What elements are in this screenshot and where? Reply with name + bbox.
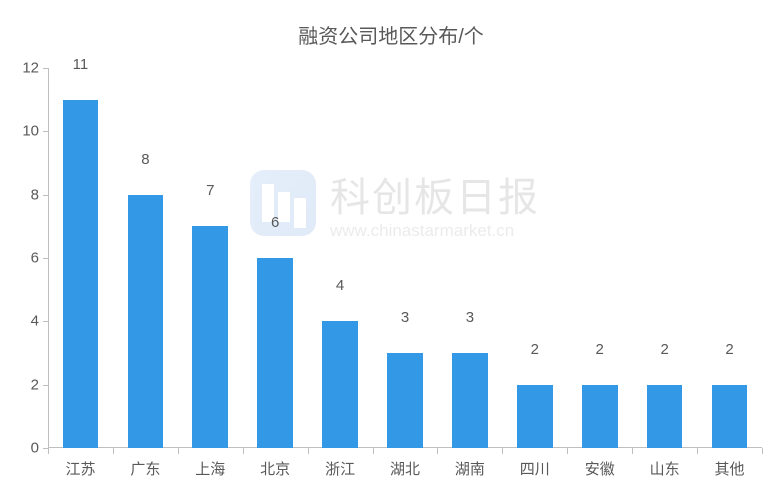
y-axis-label: 10 (22, 123, 49, 140)
y-axis-label: 4 (31, 313, 49, 330)
category-label: 山东 (650, 448, 680, 479)
x-tick (308, 448, 309, 454)
category-label: 湖南 (455, 448, 485, 479)
chart-title: 融资公司地区分布/个 (0, 20, 782, 49)
x-tick (632, 448, 633, 454)
x-tick (437, 448, 438, 454)
y-axis-label: 0 (31, 440, 49, 457)
value-label: 4 (336, 277, 344, 294)
bar (517, 385, 553, 448)
bar (712, 385, 748, 448)
value-label: 11 (73, 56, 89, 73)
category-label: 江苏 (65, 448, 95, 479)
x-tick (502, 448, 503, 454)
bar (452, 353, 488, 448)
value-label: 2 (596, 341, 604, 358)
bar (257, 258, 293, 448)
category-label: 其他 (715, 448, 745, 479)
value-label: 3 (466, 309, 474, 326)
value-label: 2 (531, 341, 539, 358)
y-axis-label: 12 (22, 60, 49, 77)
bars-layer: 118764332222 (48, 68, 762, 448)
category-label: 浙江 (325, 448, 355, 479)
bar (647, 385, 683, 448)
value-label: 2 (660, 341, 668, 358)
category-label: 北京 (260, 448, 290, 479)
value-label: 3 (401, 309, 409, 326)
bar (322, 321, 358, 448)
plot-area: 024681012 江苏广东上海北京浙江湖北湖南四川安徽山东其他 1187643… (48, 68, 762, 448)
y-axis-label: 8 (31, 186, 49, 203)
category-label: 四川 (520, 448, 550, 479)
chart-container: 融资公司地区分布/个 科创板日报 www.chinastarmarket.cn … (0, 0, 782, 502)
y-axis-label: 2 (31, 376, 49, 393)
x-tick (243, 448, 244, 454)
category-label: 上海 (195, 448, 225, 479)
x-tick (697, 448, 698, 454)
x-tick (48, 448, 49, 454)
category-label: 安徽 (585, 448, 615, 479)
value-label: 6 (271, 214, 279, 231)
x-tick (762, 448, 763, 454)
category-label: 广东 (130, 448, 160, 479)
x-tick (567, 448, 568, 454)
x-tick (373, 448, 374, 454)
bar (387, 353, 423, 448)
bar (128, 195, 164, 448)
value-label: 7 (206, 182, 214, 199)
bar (192, 226, 228, 448)
bar (63, 100, 99, 448)
value-label: 8 (141, 151, 149, 168)
value-label: 2 (725, 341, 733, 358)
category-label: 湖北 (390, 448, 420, 479)
x-tick (113, 448, 114, 454)
x-tick (178, 448, 179, 454)
bar (582, 385, 618, 448)
y-axis-label: 6 (31, 250, 49, 267)
